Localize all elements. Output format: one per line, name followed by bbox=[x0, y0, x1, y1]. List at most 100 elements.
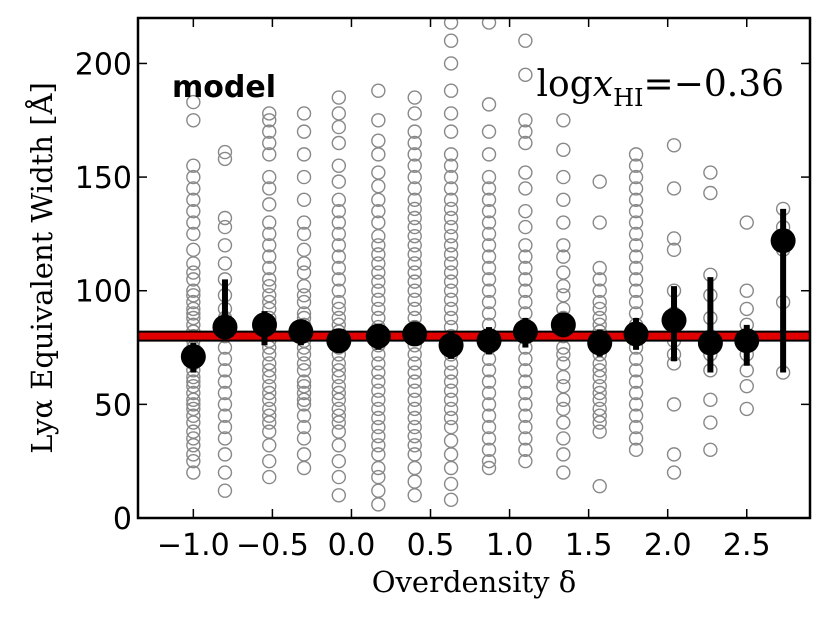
scatter-point bbox=[407, 265, 422, 280]
scatter-point bbox=[481, 408, 497, 423]
scatter-point bbox=[556, 447, 571, 462]
scatter-point bbox=[443, 201, 459, 217]
scatter-point bbox=[371, 383, 386, 398]
scatter-point bbox=[186, 181, 201, 196]
scatter-point bbox=[443, 124, 459, 139]
scatter-point bbox=[331, 106, 347, 121]
scatter-point bbox=[217, 219, 233, 235]
scatter-point bbox=[262, 147, 277, 162]
scatter-point bbox=[443, 192, 459, 208]
scatter-point bbox=[481, 18, 497, 30]
scatter-point bbox=[371, 365, 386, 380]
scatter-point bbox=[186, 192, 201, 208]
scatter-point bbox=[371, 392, 386, 408]
scatter-point bbox=[407, 219, 422, 235]
scatter-point bbox=[628, 238, 644, 253]
scatter-point bbox=[217, 408, 233, 423]
scatter-point bbox=[518, 431, 533, 446]
x-tick-label: −1.0 bbox=[157, 528, 230, 563]
scatter-point bbox=[407, 410, 422, 426]
scatter-point bbox=[262, 169, 277, 185]
scatter-point bbox=[371, 247, 386, 262]
scatter-point bbox=[296, 447, 312, 462]
scatter-point bbox=[556, 142, 571, 158]
scatter-point bbox=[443, 292, 459, 308]
scatter-point bbox=[186, 306, 201, 321]
scatter-point bbox=[407, 374, 422, 389]
scatter-point bbox=[556, 238, 571, 253]
scatter-point bbox=[443, 158, 459, 173]
scatter-point bbox=[443, 181, 459, 196]
scatter-point bbox=[628, 294, 644, 310]
x-tick-label: 0.5 bbox=[407, 528, 455, 563]
scatter-point bbox=[443, 83, 459, 98]
scatter-point bbox=[481, 97, 497, 112]
scatter-point bbox=[481, 181, 497, 196]
scatter-point bbox=[407, 383, 422, 398]
scatter-point bbox=[407, 292, 422, 308]
y-axis-title: Lyα Equivalent Width [Å] bbox=[24, 82, 59, 454]
scatter-point bbox=[262, 278, 277, 294]
scatter-point bbox=[481, 272, 497, 287]
scatter-point bbox=[262, 363, 277, 378]
scatter-point bbox=[592, 356, 607, 371]
scatter-point bbox=[443, 476, 459, 492]
scatter-point bbox=[592, 215, 607, 230]
scatter-point bbox=[739, 283, 754, 298]
scatter-point bbox=[262, 424, 277, 439]
scatter-point bbox=[186, 408, 201, 423]
scatter-point bbox=[407, 347, 422, 362]
scatter-point bbox=[296, 192, 312, 208]
scatter-point bbox=[443, 401, 459, 417]
scatter-point bbox=[628, 397, 644, 412]
scatter-point bbox=[296, 106, 312, 121]
scatter-point bbox=[296, 431, 312, 446]
scatter-point bbox=[518, 203, 533, 219]
scatter-point bbox=[186, 158, 201, 173]
scatter-point bbox=[628, 385, 644, 401]
scatter-point bbox=[703, 392, 718, 408]
scatter-point bbox=[628, 408, 644, 423]
scatter-point bbox=[217, 151, 233, 167]
scatter-point bbox=[371, 203, 386, 219]
scatter-point bbox=[371, 83, 386, 98]
scatter-point bbox=[628, 260, 644, 276]
scatter-point bbox=[331, 158, 347, 173]
scatter-point bbox=[628, 158, 644, 173]
scatter-point bbox=[217, 419, 233, 435]
scatter-point bbox=[331, 174, 347, 189]
scatter-point bbox=[518, 238, 533, 253]
scatter-point bbox=[407, 428, 422, 444]
scatter-point bbox=[296, 356, 312, 371]
scatter-point bbox=[296, 288, 312, 303]
scatter-point bbox=[518, 219, 533, 235]
mean-point bbox=[402, 321, 428, 347]
scatter-point bbox=[592, 385, 607, 401]
scatter-point bbox=[186, 242, 201, 258]
scatter-point bbox=[443, 392, 459, 408]
scatter-point bbox=[443, 219, 459, 235]
mean-point bbox=[365, 323, 391, 349]
scatter-point bbox=[518, 283, 533, 298]
scatter-points bbox=[186, 18, 791, 512]
scatter-point bbox=[481, 374, 497, 389]
scatter-point bbox=[481, 294, 497, 310]
scatter-point bbox=[296, 242, 312, 258]
scatter-point bbox=[443, 492, 459, 508]
scatter-point bbox=[371, 374, 386, 389]
scatter-point bbox=[556, 465, 571, 480]
scatter-point bbox=[666, 242, 682, 258]
scatter-point bbox=[407, 301, 422, 317]
scatter-point bbox=[296, 169, 312, 185]
scatter-point bbox=[443, 274, 459, 289]
scatter-point bbox=[443, 169, 459, 185]
scatter-point bbox=[331, 408, 347, 423]
scatter-point bbox=[186, 226, 201, 242]
scatter-point bbox=[407, 90, 422, 105]
scatter-point bbox=[296, 226, 312, 242]
scatter-point bbox=[481, 226, 497, 242]
scatter-point bbox=[371, 165, 386, 180]
scatter-point bbox=[518, 397, 533, 412]
scatter-point bbox=[739, 215, 754, 230]
scatter-point bbox=[407, 238, 422, 253]
